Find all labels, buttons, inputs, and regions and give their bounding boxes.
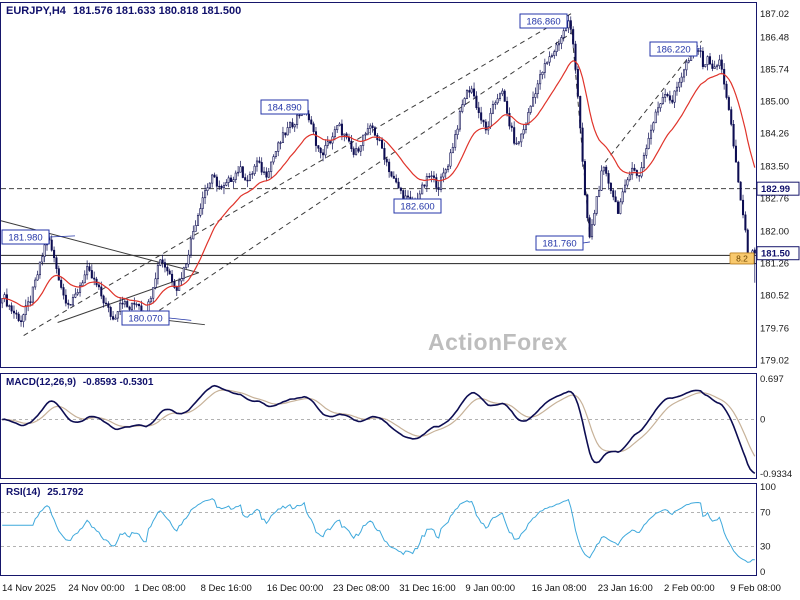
candles-layer bbox=[1, 14, 756, 328]
svg-text:184.26: 184.26 bbox=[760, 129, 789, 140]
svg-text:9 Jan 00:00: 9 Jan 00:00 bbox=[465, 583, 515, 594]
svg-text:8 Dec 16:00: 8 Dec 16:00 bbox=[201, 583, 252, 594]
svg-text:182.76: 182.76 bbox=[760, 194, 789, 205]
svg-text:186.48: 186.48 bbox=[760, 33, 789, 44]
svg-text:181.50: 181.50 bbox=[761, 249, 790, 260]
svg-text:186.220: 186.220 bbox=[656, 45, 690, 56]
svg-text:0.697: 0.697 bbox=[760, 374, 784, 385]
svg-text:24 Nov 00:00: 24 Nov 00:00 bbox=[68, 583, 125, 594]
svg-text:183.50: 183.50 bbox=[760, 162, 789, 173]
svg-text:23 Jan 16:00: 23 Jan 16:00 bbox=[598, 583, 653, 594]
svg-text:2 Feb 00:00: 2 Feb 00:00 bbox=[664, 583, 715, 594]
svg-text:0: 0 bbox=[760, 567, 765, 578]
svg-text:0: 0 bbox=[760, 415, 765, 426]
macd-indicator-label: MACD(12,26,9) -0.8593 -0.5301 bbox=[6, 377, 157, 388]
price-annotations: 186.860 186.220 184.890 182.600 181.980 181.7… bbox=[1, 13, 702, 326]
svg-text:181.26: 181.26 bbox=[760, 259, 789, 270]
svg-text:182.99: 182.99 bbox=[761, 184, 790, 195]
svg-text:179.02: 179.02 bbox=[760, 356, 789, 367]
svg-text:23 Dec 08:00: 23 Dec 08:00 bbox=[333, 583, 390, 594]
svg-text:181.980: 181.980 bbox=[8, 233, 42, 244]
svg-text:16 Jan 08:00: 16 Jan 08:00 bbox=[532, 583, 587, 594]
svg-text:100: 100 bbox=[760, 482, 776, 493]
horizontal-levels bbox=[1, 188, 756, 265]
svg-text:185.74: 185.74 bbox=[760, 65, 789, 76]
svg-text:186.860: 186.860 bbox=[526, 17, 560, 28]
svg-text:184.890: 184.890 bbox=[267, 103, 301, 114]
svg-text:-0.9334: -0.9334 bbox=[760, 469, 792, 480]
symbol-period-label: EURJPY,H4 bbox=[6, 5, 66, 17]
rsi-panel: 100 70 30 0 bbox=[1, 482, 776, 578]
svg-text:9 Feb 08:00: 9 Feb 08:00 bbox=[730, 583, 781, 594]
rsi-name: RSI(14) bbox=[6, 487, 41, 498]
macd-values: -0.8593 -0.5301 bbox=[82, 377, 154, 388]
svg-text:180.070: 180.070 bbox=[128, 314, 162, 325]
macd-panel: 0.697 0 -0.9334 bbox=[1, 374, 792, 480]
moving-average-line bbox=[2, 60, 756, 308]
svg-text:70: 70 bbox=[760, 508, 771, 519]
svg-text:182.00: 182.00 bbox=[760, 227, 789, 238]
svg-text:181.760: 181.760 bbox=[542, 239, 576, 250]
watermark: ActionForex bbox=[428, 329, 568, 355]
rsi-indicator-label: RSI(14) 25.1792 bbox=[6, 487, 87, 498]
svg-text:14 Nov 2025: 14 Nov 2025 bbox=[2, 583, 56, 594]
svg-text:180.52: 180.52 bbox=[760, 291, 789, 302]
ohlc-values: 181.576 181.633 180.818 181.500 bbox=[72, 5, 242, 17]
macd-name: MACD(12,26,9) bbox=[6, 377, 77, 388]
svg-text:31 Dec 16:00: 31 Dec 16:00 bbox=[399, 583, 456, 594]
svg-text:182.600: 182.600 bbox=[400, 202, 434, 213]
svg-text:185.00: 185.00 bbox=[760, 97, 789, 108]
svg-text:30: 30 bbox=[760, 541, 771, 552]
panel-borders bbox=[0, 2, 757, 576]
svg-text:1 Dec 08:00: 1 Dec 08:00 bbox=[134, 583, 185, 594]
price-flag: 8.2 bbox=[729, 252, 755, 265]
symbol-ohlc-header: EURJPY,H4 181.576 181.633 180.818 181.50… bbox=[6, 5, 245, 17]
svg-text:179.76: 179.76 bbox=[760, 324, 789, 335]
rsi-value: 25.1792 bbox=[47, 487, 84, 498]
svg-text:8.2: 8.2 bbox=[736, 253, 748, 263]
time-axis: 14 Nov 2025 24 Nov 00:00 1 Dec 08:00 8 Dec … bbox=[2, 583, 781, 594]
svg-text:187.02: 187.02 bbox=[760, 9, 789, 20]
price-axis: 187.02 186.48 185.74 185.00 184.26 183.50 182.… bbox=[756, 9, 800, 367]
svg-text:16 Dec 00:00: 16 Dec 00:00 bbox=[267, 583, 324, 594]
